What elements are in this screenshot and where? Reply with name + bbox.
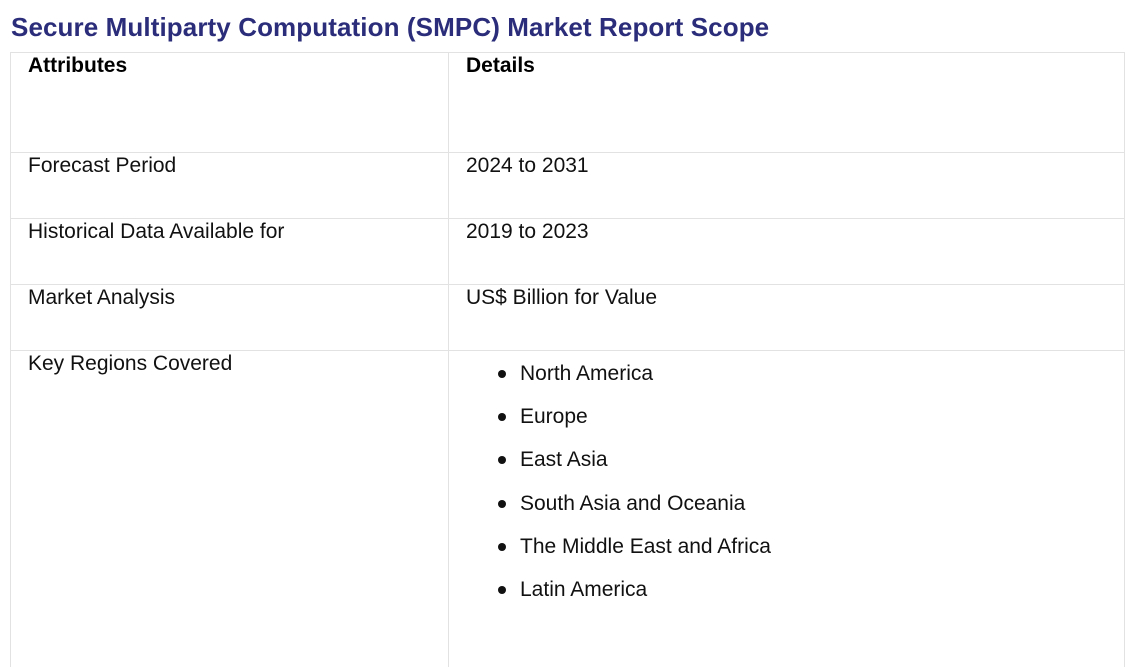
column-header-attributes: Attributes bbox=[10, 52, 449, 153]
bullet-icon bbox=[498, 456, 506, 465]
region-label: North America bbox=[520, 362, 654, 385]
bullet-icon bbox=[498, 413, 506, 422]
region-label: Latin America bbox=[520, 577, 648, 601]
bullet-icon bbox=[498, 499, 506, 508]
table-row-regions: Key Regions Covered North America Europe… bbox=[10, 350, 1125, 667]
bullet-icon bbox=[498, 585, 506, 594]
list-item: Latin America bbox=[498, 577, 1107, 620]
page-title: Secure Multiparty Computation (SMPC) Mar… bbox=[11, 12, 770, 42]
attribute-cell: Key Regions Covered bbox=[10, 350, 449, 667]
attribute-cell: Historical Data Available for bbox=[10, 218, 449, 285]
regions-list: North America Europe East Asia South Asi… bbox=[466, 361, 1107, 620]
detail-cell: 2019 to 2023 bbox=[448, 218, 1125, 285]
column-header-details: Details bbox=[448, 52, 1125, 153]
list-item: Europe bbox=[498, 404, 1107, 447]
region-label: Europe bbox=[520, 405, 588, 429]
detail-cell: 2024 to 2031 bbox=[448, 152, 1125, 219]
report-scope-table: Attributes Details Forecast Period 2024 … bbox=[10, 52, 1125, 667]
region-label: East Asia bbox=[520, 448, 608, 472]
regions-cell: North America Europe East Asia South Asi… bbox=[448, 350, 1125, 667]
list-item: South Asia and Oceania bbox=[498, 491, 1107, 534]
attribute-cell: Forecast Period bbox=[10, 152, 449, 219]
table-header-row: Attributes Details bbox=[10, 52, 1125, 153]
region-label: South Asia and Oceania bbox=[520, 491, 746, 515]
table-row: Historical Data Available for 2019 to 20… bbox=[10, 218, 1125, 285]
bullet-icon bbox=[498, 370, 506, 378]
attribute-cell: Market Analysis bbox=[10, 284, 449, 351]
region-label: The Middle East and Africa bbox=[520, 534, 771, 558]
bullet-icon bbox=[498, 542, 506, 551]
detail-cell: US$ Billion for Value bbox=[448, 284, 1125, 351]
list-item: North America bbox=[498, 361, 1107, 404]
table-row: Market Analysis US$ Billion for Value bbox=[10, 284, 1125, 351]
table-row: Forecast Period 2024 to 2031 bbox=[10, 152, 1125, 219]
list-item: The Middle East and Africa bbox=[498, 534, 1107, 577]
list-item: East Asia bbox=[498, 447, 1107, 490]
